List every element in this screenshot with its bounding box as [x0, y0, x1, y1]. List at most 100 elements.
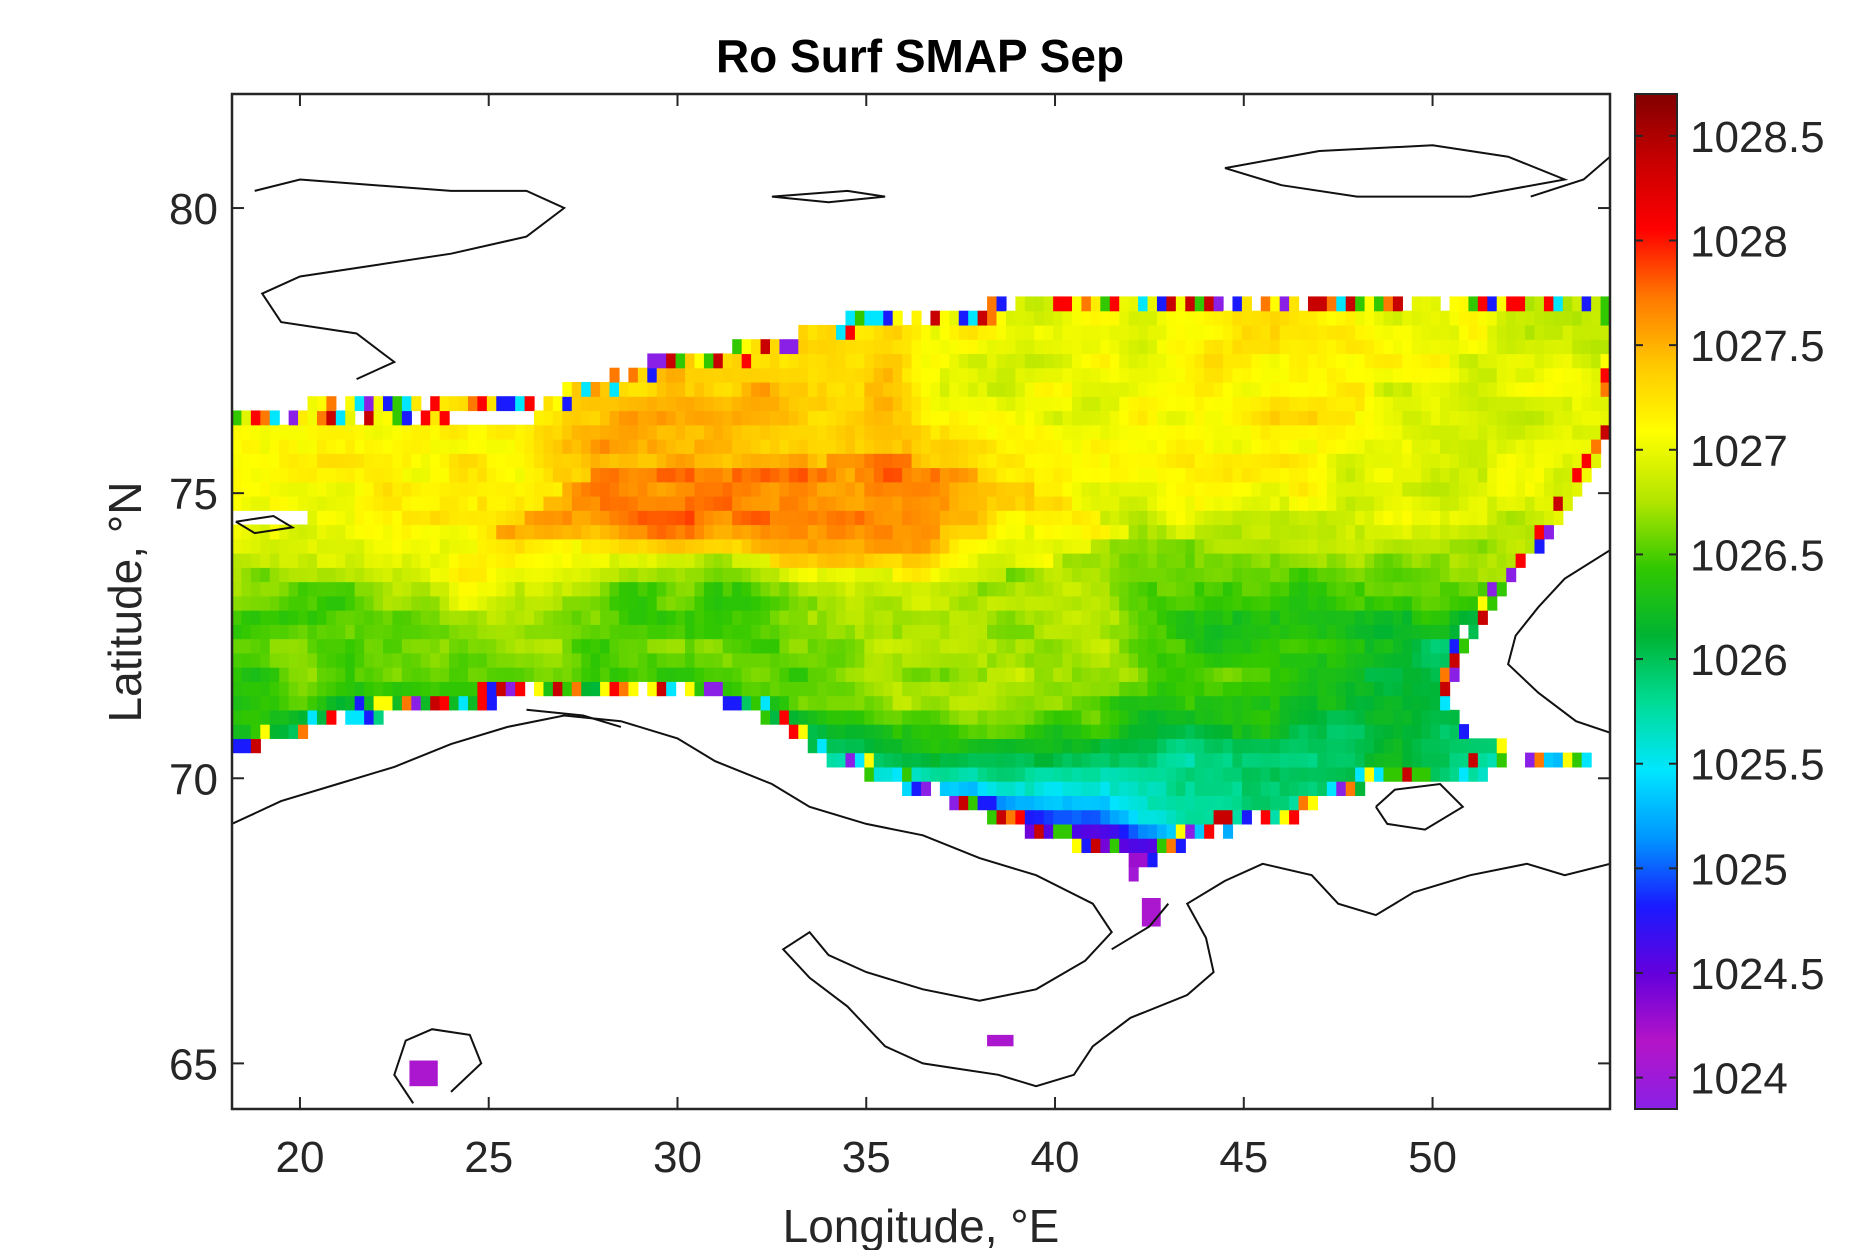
heatmap-cell	[817, 324, 828, 340]
heatmap-cell	[1307, 738, 1319, 754]
heatmap-cell	[958, 567, 969, 583]
heatmap-cell	[1100, 381, 1111, 397]
heatmap-cell	[458, 610, 469, 625]
heatmap-cell	[581, 496, 592, 511]
heatmap-cell	[250, 695, 261, 711]
heatmap-cell	[1147, 709, 1158, 725]
heatmap-cell	[1336, 781, 1347, 796]
heatmap-cell	[1100, 809, 1111, 825]
heatmap-cell	[713, 553, 724, 568]
heatmap-cell	[1440, 766, 1451, 782]
heatmap-cell	[836, 610, 847, 625]
heatmap-cell	[1109, 553, 1120, 568]
heatmap-cell	[666, 481, 677, 497]
heatmap-cell	[1175, 310, 1186, 326]
heatmap-cell	[1175, 396, 1186, 412]
heatmap-cell	[722, 681, 733, 697]
heatmap-cell	[1553, 496, 1564, 511]
heatmap-cell	[581, 681, 592, 697]
heatmap-cell	[1138, 467, 1149, 483]
heatmap-cell	[892, 709, 903, 725]
heatmap-cell	[892, 310, 903, 326]
heatmap-cell	[628, 581, 639, 597]
heatmap-cell	[609, 367, 620, 383]
heatmap-cell	[232, 453, 243, 469]
heatmap-cell	[439, 410, 450, 426]
heatmap-cell	[1175, 624, 1186, 640]
heatmap-cell	[1487, 353, 1498, 369]
heatmap-cell	[637, 424, 648, 440]
heatmap-cell	[609, 410, 620, 426]
heatmap-cell	[864, 339, 875, 355]
heatmap-cell	[1345, 510, 1356, 526]
heatmap-cell	[562, 567, 573, 583]
heatmap-cell	[1128, 709, 1139, 725]
heatmap-cell	[1364, 595, 1375, 611]
heatmap-cell	[892, 396, 903, 412]
heatmap-cell	[1147, 524, 1158, 540]
heatmap-cell	[1043, 524, 1054, 540]
heatmap-cell	[798, 695, 809, 711]
heatmap-cell	[1251, 652, 1262, 668]
heatmap-cell	[817, 538, 828, 554]
heatmap-cell	[921, 638, 932, 654]
heatmap-cell	[892, 553, 903, 568]
heatmap-cell	[345, 396, 356, 412]
heatmap-cell	[883, 396, 894, 412]
heatmap-cell	[1270, 353, 1281, 369]
heatmap-cell	[1043, 652, 1054, 668]
heatmap-cell	[250, 595, 261, 611]
heatmap-cell	[637, 438, 648, 454]
heatmap-cell	[1081, 424, 1092, 440]
heatmap-cell	[968, 667, 979, 682]
heatmap-cell	[1317, 296, 1328, 312]
heatmap-cell	[1270, 467, 1281, 483]
heatmap-cell	[1364, 695, 1375, 711]
heatmap-cell	[779, 553, 790, 568]
heatmap-cell	[1421, 709, 1432, 725]
heatmap-cell	[873, 766, 884, 782]
heatmap-cell	[543, 496, 554, 511]
heatmap-cell	[1232, 353, 1243, 369]
heatmap-cell	[760, 396, 771, 412]
heatmap-cell	[1166, 823, 1177, 839]
heatmap-cell	[1289, 381, 1300, 397]
heatmap-cell	[1232, 795, 1243, 811]
heatmap-cell	[996, 709, 1007, 725]
heatmap-cell	[1298, 553, 1309, 568]
heatmap-cell	[703, 553, 714, 568]
heatmap-cell	[420, 695, 431, 711]
heatmap-cell	[420, 510, 431, 526]
heatmap-cell	[1411, 595, 1422, 611]
heatmap-cell	[581, 381, 592, 397]
heatmap-cell	[543, 581, 554, 597]
heatmap-cell	[1062, 581, 1073, 597]
heatmap-cell	[1326, 524, 1337, 540]
heatmap-cell	[1241, 667, 1252, 682]
heatmap-cell	[864, 324, 875, 340]
heatmap-cell	[826, 681, 837, 697]
heatmap-cell	[798, 424, 809, 440]
heatmap-cell	[1260, 396, 1271, 412]
heatmap-cell	[1128, 823, 1139, 839]
heatmap-cell	[1326, 538, 1337, 554]
heatmap-cell	[590, 667, 601, 682]
heatmap-cell	[836, 667, 847, 682]
heatmap-cell	[1204, 724, 1215, 739]
heatmap-cell	[1430, 667, 1441, 682]
heatmap-cell	[1374, 381, 1385, 397]
heatmap-cell	[1232, 695, 1243, 711]
heatmap-cell	[647, 624, 658, 640]
heatmap-cell	[741, 553, 752, 568]
heatmap-cell	[1223, 367, 1234, 383]
heatmap-cell	[571, 638, 582, 654]
heatmap-cell	[1270, 595, 1281, 611]
heatmap-cell	[552, 581, 563, 597]
heatmap-cell	[373, 396, 384, 412]
heatmap-cell	[1147, 424, 1158, 440]
heatmap-cell	[364, 467, 375, 483]
heatmap-cell	[732, 381, 743, 397]
heatmap-cell	[1119, 538, 1130, 554]
heatmap-cell	[1336, 453, 1347, 469]
heatmap-cell	[1364, 381, 1375, 397]
